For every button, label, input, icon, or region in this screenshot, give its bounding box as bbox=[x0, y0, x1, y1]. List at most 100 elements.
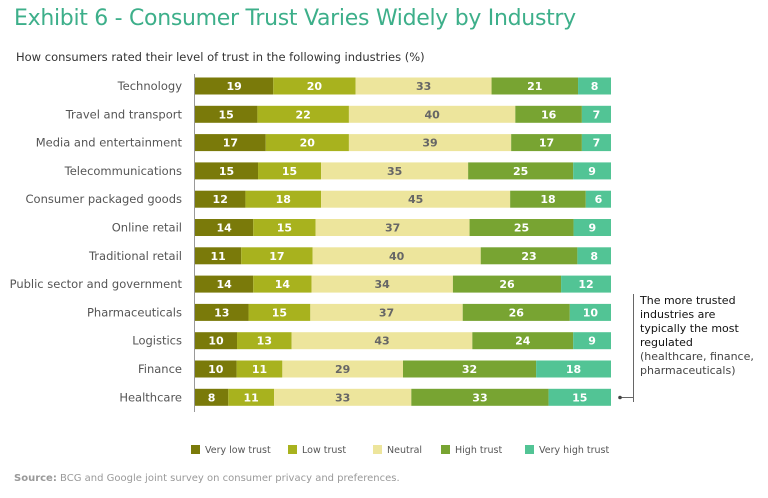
bar-segment bbox=[585, 190, 611, 208]
bar-segment bbox=[573, 332, 611, 350]
bar-segment bbox=[573, 162, 611, 180]
bar-segment bbox=[348, 105, 516, 123]
legend-label: Very high trust bbox=[539, 445, 609, 456]
bar-segment bbox=[228, 388, 275, 406]
bar-segment bbox=[195, 77, 274, 95]
bar-segment bbox=[195, 332, 238, 350]
category-label: Finance bbox=[138, 362, 182, 376]
bar-segment bbox=[195, 247, 242, 265]
data-label: 14 bbox=[216, 278, 232, 291]
legend-label: Neutral bbox=[387, 445, 422, 456]
category-label: Travel and transport bbox=[65, 107, 183, 121]
data-label: 34 bbox=[375, 278, 391, 291]
chart-title: Exhibit 6 - Consumer Trust Varies Widely… bbox=[14, 6, 576, 31]
category-label: Telecommunications bbox=[64, 164, 182, 178]
bar-segment bbox=[536, 360, 611, 378]
legend-swatch bbox=[441, 445, 450, 454]
data-label: 15 bbox=[219, 165, 234, 178]
bar-segment bbox=[573, 219, 611, 236]
chart-subtitle: How consumers rated their level of trust… bbox=[16, 50, 425, 64]
legend-label: Low trust bbox=[302, 445, 346, 456]
data-label: 18 bbox=[276, 193, 291, 206]
bar-segment bbox=[237, 332, 292, 350]
data-label: 10 bbox=[208, 363, 224, 376]
source-note: Source: BCG and Google joint survey on c… bbox=[14, 473, 400, 484]
data-label: 14 bbox=[216, 222, 232, 235]
data-label: 33 bbox=[472, 391, 487, 404]
bar-segment bbox=[312, 247, 481, 265]
bar-segment bbox=[265, 134, 349, 152]
legend-label: High trust bbox=[455, 445, 502, 456]
legend-label: Very low trust bbox=[205, 445, 271, 456]
category-label: Online retail bbox=[112, 221, 182, 235]
bar-segment bbox=[510, 190, 586, 208]
bar-segment bbox=[291, 332, 473, 350]
bar-segment bbox=[581, 105, 611, 123]
data-label: 12 bbox=[213, 193, 228, 206]
bar-segment bbox=[411, 388, 549, 406]
data-label: 13 bbox=[214, 306, 229, 319]
source-label: Source: bbox=[14, 473, 57, 484]
annotation: The more trusted industries are typicall… bbox=[640, 294, 765, 378]
data-label: 25 bbox=[514, 222, 529, 235]
bar-segment bbox=[274, 388, 412, 406]
legend-swatch bbox=[525, 445, 534, 454]
annotation-sub: (healthcare, finance, pharmaceuticals) bbox=[640, 350, 754, 377]
bar-segment bbox=[310, 303, 463, 321]
bar-segment bbox=[253, 219, 316, 236]
data-label: 15 bbox=[282, 165, 297, 178]
data-label: 13 bbox=[257, 335, 272, 348]
category-label: Technology bbox=[117, 79, 183, 93]
bar-segment bbox=[253, 275, 312, 293]
data-label: 40 bbox=[389, 250, 405, 263]
data-label: 11 bbox=[252, 363, 267, 376]
bar-segment bbox=[469, 219, 574, 236]
bar-segment bbox=[195, 162, 259, 180]
bar-segment bbox=[548, 388, 611, 406]
bar-segment bbox=[258, 162, 322, 180]
data-label: 9 bbox=[588, 165, 596, 178]
data-label: 7 bbox=[593, 108, 601, 121]
data-label: 43 bbox=[374, 335, 389, 348]
data-label: 23 bbox=[521, 250, 536, 263]
category-label: Consumer packaged goods bbox=[26, 192, 182, 206]
data-label: 19 bbox=[226, 80, 241, 93]
data-label: 24 bbox=[515, 335, 531, 348]
bar-segment bbox=[403, 360, 537, 378]
data-label: 12 bbox=[578, 278, 593, 291]
bar-segment bbox=[241, 247, 313, 265]
data-label: 40 bbox=[424, 108, 440, 121]
data-label: 10 bbox=[583, 306, 599, 319]
category-label: Logistics bbox=[132, 334, 182, 348]
data-label: 17 bbox=[539, 137, 554, 150]
bar-segment bbox=[515, 105, 582, 123]
data-label: 20 bbox=[300, 137, 316, 150]
data-label: 11 bbox=[244, 391, 259, 404]
data-label: 26 bbox=[509, 306, 525, 319]
bar-segment bbox=[195, 190, 246, 208]
data-label: 29 bbox=[335, 363, 350, 376]
data-label: 37 bbox=[379, 306, 394, 319]
bar-segment bbox=[195, 303, 249, 321]
bar-segment bbox=[236, 360, 283, 378]
bar-segment bbox=[195, 275, 254, 293]
bar-segment bbox=[491, 77, 579, 95]
bars-group: Technology 19 20 33 21 8 Travel and transport 1… bbox=[10, 77, 611, 406]
data-label: 17 bbox=[223, 137, 238, 150]
data-label: 6 bbox=[595, 193, 603, 206]
bar-segment bbox=[315, 219, 470, 236]
bar-segment bbox=[578, 77, 611, 95]
data-label: 8 bbox=[591, 80, 599, 93]
bar-segment bbox=[468, 162, 574, 180]
data-label: 21 bbox=[527, 80, 542, 93]
bar-segment bbox=[257, 105, 349, 123]
bar-segment bbox=[569, 303, 611, 321]
category-label: Media and entertainment bbox=[36, 136, 183, 150]
bar-segment bbox=[581, 134, 611, 152]
annotation-dot bbox=[618, 395, 622, 400]
bar-segment bbox=[355, 77, 492, 95]
bar-segment bbox=[311, 275, 453, 293]
data-label: 8 bbox=[208, 391, 216, 404]
data-label: 25 bbox=[513, 165, 528, 178]
